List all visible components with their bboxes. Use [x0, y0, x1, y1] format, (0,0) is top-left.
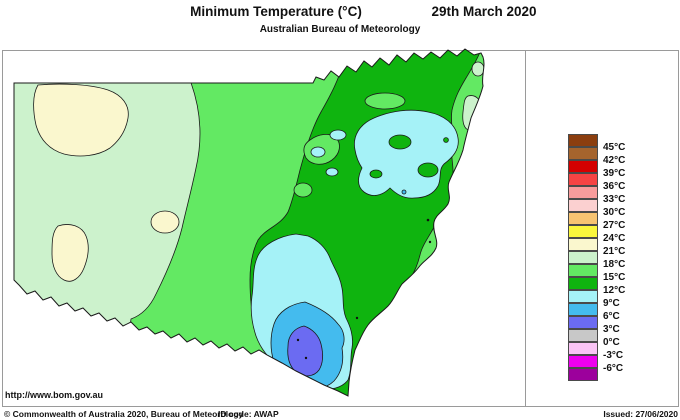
region-21-24c-west: [51, 224, 89, 282]
map-date: 29th March 2020: [431, 4, 537, 19]
legend-panel-divider: [525, 50, 526, 407]
region-12-15c-island-3: [369, 169, 383, 179]
region-12-15c-island-1: [388, 134, 412, 150]
region-18-21c-coast-spot: [471, 61, 484, 77]
region-12-15c-island-4: [443, 137, 449, 143]
temperature-regions: [14, 49, 484, 396]
region-9-12c-spot-2: [310, 146, 326, 158]
region-21-24c-central: [150, 210, 180, 234]
figure-frame: [2, 50, 679, 407]
region-15-18c-island-3: [364, 92, 406, 110]
map-subtitle: Australian Bureau of Meteorology: [259, 24, 421, 35]
region-15-18c-island-2: [293, 182, 313, 198]
region-6-9c-speck: [401, 189, 407, 195]
map-title: Minimum Temperature (°C): [190, 4, 362, 19]
region-9-12c-spot-3: [325, 167, 339, 177]
region-9-12c-spot-1: [329, 129, 347, 141]
region-3-6c: [287, 325, 324, 377]
region-12-15c-island-2: [417, 162, 439, 178]
bom-url: http://www.bom.gov.au: [5, 390, 103, 400]
region-21-24c-northwest: [33, 83, 129, 157]
issued-date: Issued: 27/06/2020: [603, 409, 678, 419]
nsw-state-outline: [13, 48, 485, 397]
contour-specks: [296, 218, 432, 360]
copyright-text: © Commonwealth of Australia 2020, Bureau…: [4, 409, 244, 419]
id-code-text: ID code: AWAP: [218, 409, 279, 419]
